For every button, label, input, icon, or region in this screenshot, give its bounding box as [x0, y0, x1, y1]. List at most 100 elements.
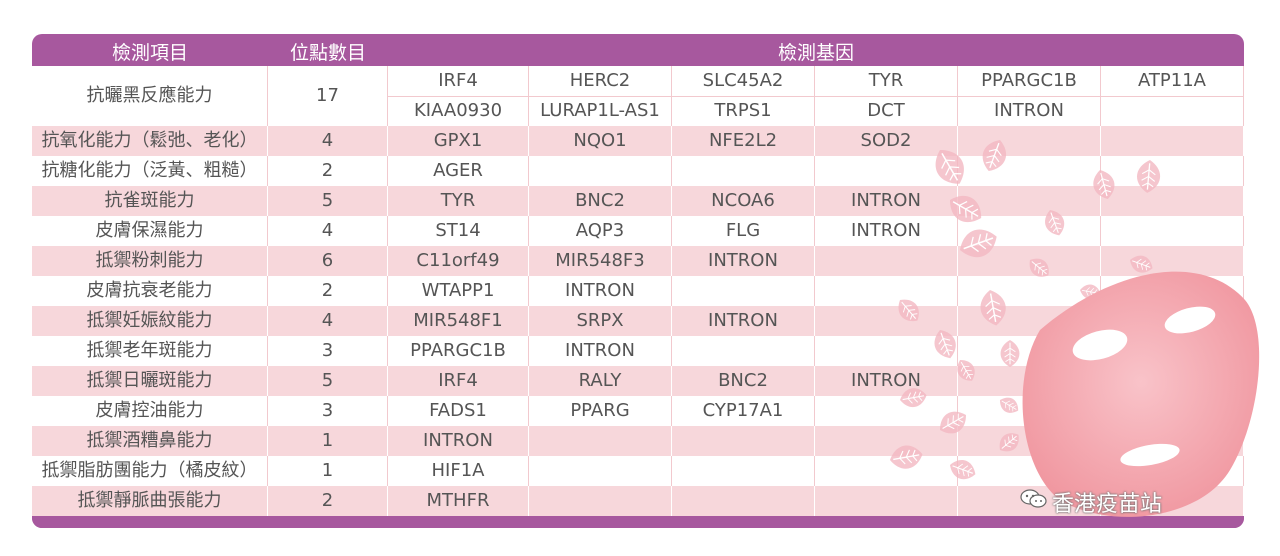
gene-cell: LURAP1L-AS1	[529, 96, 672, 126]
table-row: 抗氧化能力（鬆弛、老化） 4 GPX1 NQO1 NFE2L2 SOD2	[32, 126, 1244, 156]
gene-cell: CYP17A1	[672, 396, 815, 426]
item-cell: 抵禦老年斑能力	[32, 336, 268, 366]
watermark-text: 香港疫苗站	[1052, 492, 1163, 517]
sites-cell: 6	[268, 246, 388, 276]
table-row: 抵禦粉刺能力 6 C11orf49 MIR548F3 INTRON	[32, 246, 1244, 276]
gene-cell	[958, 396, 1101, 426]
gene-cell	[1101, 396, 1244, 426]
gene-cell: KIAA0930	[388, 96, 529, 126]
gene-cell	[815, 336, 958, 366]
gene-cell	[529, 156, 672, 186]
gene-cell	[672, 336, 815, 366]
gene-cell: FADS1	[388, 396, 529, 426]
gene-cell	[1101, 426, 1244, 456]
gene-cell	[1101, 246, 1244, 276]
sites-cell: 4	[268, 126, 388, 156]
sites-cell: 17	[268, 66, 388, 126]
gene-cell: INTRON	[529, 276, 672, 306]
gene-cell	[815, 156, 958, 186]
gene-cell: GPX1	[388, 126, 529, 156]
gene-cell: IRF4	[388, 66, 529, 96]
gene-cell	[672, 426, 815, 456]
gene-cell: INTRON	[958, 96, 1101, 126]
gene-cell	[1101, 456, 1244, 486]
gene-cell: IRF4	[388, 366, 529, 396]
gene-cell	[1101, 156, 1244, 186]
sites-cell: 5	[268, 186, 388, 216]
gene-cell: INTRON	[672, 306, 815, 336]
gene-cell	[958, 276, 1101, 306]
item-cell: 抵禦脂肪團能力（橘皮紋）	[32, 456, 268, 486]
gene-cell	[672, 276, 815, 306]
item-cell: 抵禦靜脈曲張能力	[32, 486, 268, 516]
gene-cell: MIR548F3	[529, 246, 672, 276]
gene-cell	[1101, 216, 1244, 246]
gene-cell	[1101, 366, 1244, 396]
gene-cell	[958, 336, 1101, 366]
gene-cell	[529, 456, 672, 486]
gene-cell	[815, 276, 958, 306]
gene-cell: DCT	[815, 96, 958, 126]
gene-cell: BNC2	[672, 366, 815, 396]
gene-cell	[529, 486, 672, 516]
gene-cell	[815, 246, 958, 276]
gene-cell: INTRON	[815, 216, 958, 246]
table-row: 抵禦老年斑能力 3 PPARGC1B INTRON	[32, 336, 1244, 366]
wechat-icon	[1020, 489, 1047, 508]
gene-cell: MIR548F1	[388, 306, 529, 336]
item-cell: 抵禦粉刺能力	[32, 246, 268, 276]
gene-cell	[672, 156, 815, 186]
gene-cell	[958, 306, 1101, 336]
gene-cell: BNC2	[529, 186, 672, 216]
gene-cell: INTRON	[388, 426, 529, 456]
gene-cell	[958, 426, 1101, 456]
header-sites: 位點數目	[289, 42, 366, 64]
sites-cell: 3	[268, 396, 388, 426]
gene-cell	[958, 366, 1101, 396]
gene-cell: INTRON	[672, 246, 815, 276]
item-cell: 抵禦妊娠紋能力	[32, 306, 268, 336]
gene-cell: SOD2	[815, 126, 958, 156]
gene-cell: HERC2	[529, 66, 672, 96]
table-header: 檢測項目 位點數目 檢測基因	[32, 34, 1244, 66]
sites-cell: 4	[268, 306, 388, 336]
gene-cell	[672, 456, 815, 486]
gene-cell	[1101, 96, 1244, 126]
header-item: 檢測項目	[111, 42, 188, 64]
table-row: 抗雀斑能力 5 TYR BNC2 NCOA6 INTRON	[32, 186, 1244, 216]
table-row: 抵禦酒糟鼻能力 1 INTRON	[32, 426, 1244, 456]
merged-row-label: 抗曬黑反應能力 17	[32, 66, 388, 126]
gene-cell: INTRON	[815, 366, 958, 396]
table-body: IRF4 HERC2 SLC45A2 TYR PPARGC1B ATP11A KIAA093…	[32, 66, 1244, 516]
sites-cell: 2	[268, 486, 388, 516]
gene-cell	[958, 216, 1101, 246]
item-cell: 抵禦酒糟鼻能力	[32, 426, 268, 456]
gene-cell: TYR	[388, 186, 529, 216]
sites-cell: 2	[268, 156, 388, 186]
gene-cell	[815, 306, 958, 336]
table-row: 抗糖化能力（泛黃、粗糙） 2 AGER	[32, 156, 1244, 186]
item-cell: 抗糖化能力（泛黃、粗糙）	[32, 156, 268, 186]
sites-cell: 2	[268, 276, 388, 306]
item-cell: 皮膚控油能力	[32, 396, 268, 426]
gene-cell: PPARGC1B	[958, 66, 1101, 96]
sites-cell: 4	[268, 216, 388, 246]
gene-cell	[958, 126, 1101, 156]
gene-cell: C11orf49	[388, 246, 529, 276]
gene-cell: PPARGC1B	[388, 336, 529, 366]
gene-cell: SRPX	[529, 306, 672, 336]
gene-cell	[529, 426, 672, 456]
gene-cell: WTAPP1	[388, 276, 529, 306]
gene-cell	[958, 156, 1101, 186]
sites-cell: 1	[268, 426, 388, 456]
gene-cell: AGER	[388, 156, 529, 186]
gene-cell	[958, 186, 1101, 216]
item-cell: 皮膚抗衰老能力	[32, 276, 268, 306]
gene-cell: TYR	[815, 66, 958, 96]
table-row: 皮膚保濕能力 4 ST14 AQP3 FLG INTRON	[32, 216, 1244, 246]
sites-cell: 5	[268, 366, 388, 396]
gene-cell	[815, 396, 958, 426]
gene-cell	[815, 456, 958, 486]
table-row: 抵禦日曬斑能力 5 IRF4 RALY BNC2 INTRON	[32, 366, 1244, 396]
gene-cell: AQP3	[529, 216, 672, 246]
